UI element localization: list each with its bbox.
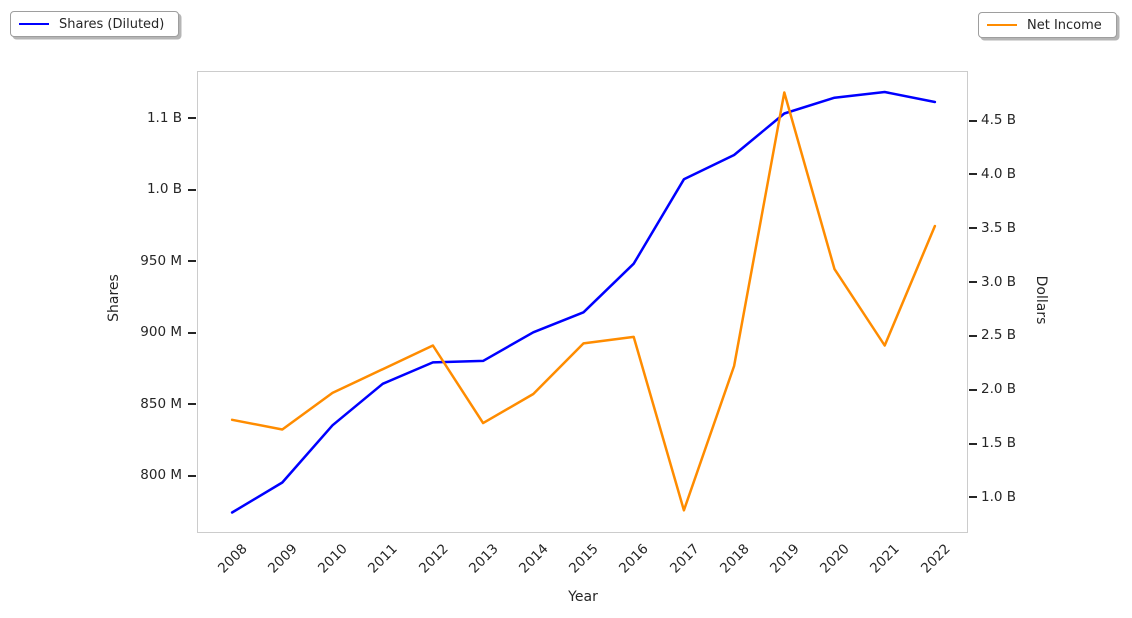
chart-canvas: [230, 90, 937, 514]
y-right-tick-label: 3.5 B: [981, 219, 1017, 236]
y-left-tick-mark: [188, 331, 196, 334]
y-right-tick-mark: [969, 388, 977, 391]
x-tick-label: 2017: [666, 541, 703, 577]
x-tick-label: 2019: [766, 541, 803, 577]
y-right-tick-label: 1.0 B: [981, 488, 1017, 505]
y-right-tick-label: 4.5 B: [981, 112, 1017, 129]
x-tick-label: 2020: [817, 541, 853, 577]
y-right-tick-label: 3.0 B: [981, 273, 1017, 290]
y-left-tick-mark: [188, 260, 196, 263]
y-left-axis-label: Shares: [106, 274, 122, 322]
shares-legend-line-icon: [19, 23, 49, 25]
y-right-tick-mark: [969, 496, 977, 499]
y-right-tick-label: 4.0 B: [981, 165, 1017, 182]
legend-shares-diluted: Shares (Diluted): [10, 11, 180, 37]
x-tick-label: 2010: [315, 541, 351, 577]
shares-line: [230, 90, 937, 514]
x-tick-label: 2021: [867, 541, 903, 577]
y-left-tick-label: 950 M: [140, 252, 182, 269]
y-left-tick-label: 800 M: [140, 467, 182, 484]
x-tick-label: 2018: [716, 541, 753, 577]
y-left-tick-label: 900 M: [140, 324, 182, 341]
legend-net-income: Net Income: [978, 12, 1117, 38]
y-right-tick-mark: [969, 227, 977, 230]
y-left-tick-label: 1.0 B: [146, 181, 182, 198]
x-tick-label: 2012: [415, 541, 452, 577]
legend-net-income-label: Net Income: [1027, 17, 1102, 33]
plot-area: [197, 71, 968, 533]
y-right-tick-label: 2.5 B: [981, 327, 1017, 344]
x-tick-label: 2009: [265, 541, 301, 577]
y-right-tick-label: 2.0 B: [981, 381, 1017, 398]
y-left-tick-label: 850 M: [140, 395, 182, 412]
x-tick-label: 2015: [566, 541, 602, 577]
y-left-tick-mark: [188, 403, 196, 406]
x-tick-label: 2013: [465, 541, 502, 577]
y-left-tick-mark: [188, 188, 196, 191]
y-left-tick-mark: [188, 117, 196, 120]
x-tick-label: 2014: [516, 541, 552, 577]
y-right-tick-label: 1.5 B: [981, 435, 1017, 452]
y-right-tick-mark: [969, 281, 977, 284]
x-tick-label: 2016: [616, 541, 653, 577]
x-tick-label: 2008: [214, 541, 251, 577]
y-right-tick-mark: [969, 334, 977, 337]
y-left-tick-label: 1.1 B: [146, 109, 182, 126]
x-axis-label: Year: [568, 589, 598, 605]
net-income-legend-line-icon: [987, 24, 1017, 26]
y-right-tick-mark: [969, 442, 977, 445]
y-left-tick-mark: [188, 474, 196, 477]
y-right-tick-mark: [969, 119, 977, 122]
y-right-tick-mark: [969, 173, 977, 176]
y-right-axis-label: Dollars: [1033, 275, 1049, 325]
x-tick-label: 2022: [917, 541, 954, 577]
net-income-line: [230, 91, 937, 512]
x-tick-label: 2011: [365, 541, 402, 577]
legend-shares-label: Shares (Diluted): [59, 16, 165, 32]
